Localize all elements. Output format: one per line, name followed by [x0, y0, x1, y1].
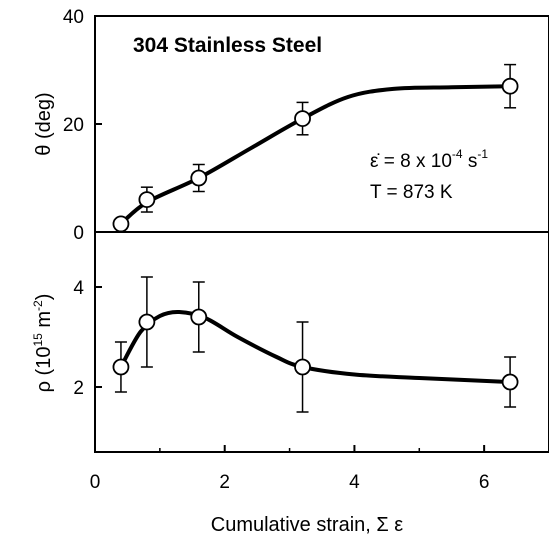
bottom-y-label-close: ): [33, 294, 55, 301]
x-tick-label-2: 4: [349, 472, 360, 493]
bottom-y-label-base: ρ (10: [33, 347, 55, 393]
x-tick-label-1: 2: [219, 472, 230, 493]
temperature-annotation: T = 873 K: [370, 182, 453, 203]
bottom-y-label-unit-exp: -2: [31, 300, 45, 311]
panel0-data-point-2: [190, 169, 208, 187]
panel1-y-tick-label-1: 4: [73, 278, 84, 299]
panel0-data-point-0: [112, 215, 130, 233]
panel0-data-point-1: [138, 191, 156, 209]
panel1-data-point-1: [138, 313, 156, 331]
panel0-data-point-3: [294, 110, 311, 127]
bottom-y-axis-label: ρ (1015 m-2): [31, 294, 55, 393]
panel0-data-point-4: [501, 77, 519, 95]
x-tick-label-3: 6: [479, 472, 490, 493]
panel1-y-tick-label-0: 2: [73, 378, 84, 399]
panel1-data-point-4: [501, 373, 519, 391]
strain-rate-annotation: ε̇ = 8 x 10-4 s-1: [370, 147, 488, 172]
panel1-data-point-3: [294, 358, 311, 376]
x-axis-label: Cumulative strain, Σ ε: [211, 514, 404, 536]
strain-rate-exp: -4: [452, 147, 463, 161]
bottom-panel-frame: [94, 231, 549, 453]
chart-marks: 0 2 4 6 0 20 40 2 4: [63, 7, 519, 493]
panel1-data-point-0: [112, 358, 130, 376]
bottom-y-label-exp: 15: [31, 333, 45, 347]
panel1-data-point-2: [190, 308, 208, 326]
panel0-y-tick-label-2: 40: [63, 7, 84, 28]
bottom-y-label-unit: m: [33, 311, 55, 333]
panel0-y-tick-label-1: 20: [63, 115, 84, 136]
panel1-fit-curve: [119, 309, 511, 384]
panel0-y-tick-label-0: 0: [73, 223, 84, 244]
x-tick-label-0: 0: [90, 472, 101, 493]
chart-title: 304 Stainless Steel: [133, 34, 322, 57]
strain-rate-unit-exp: -1: [477, 147, 488, 161]
strain-rate-base: ε̇ = 8 x 10: [370, 151, 452, 172]
strain-rate-unit: s: [463, 151, 478, 172]
top-y-axis-label: θ (deg): [33, 92, 55, 155]
